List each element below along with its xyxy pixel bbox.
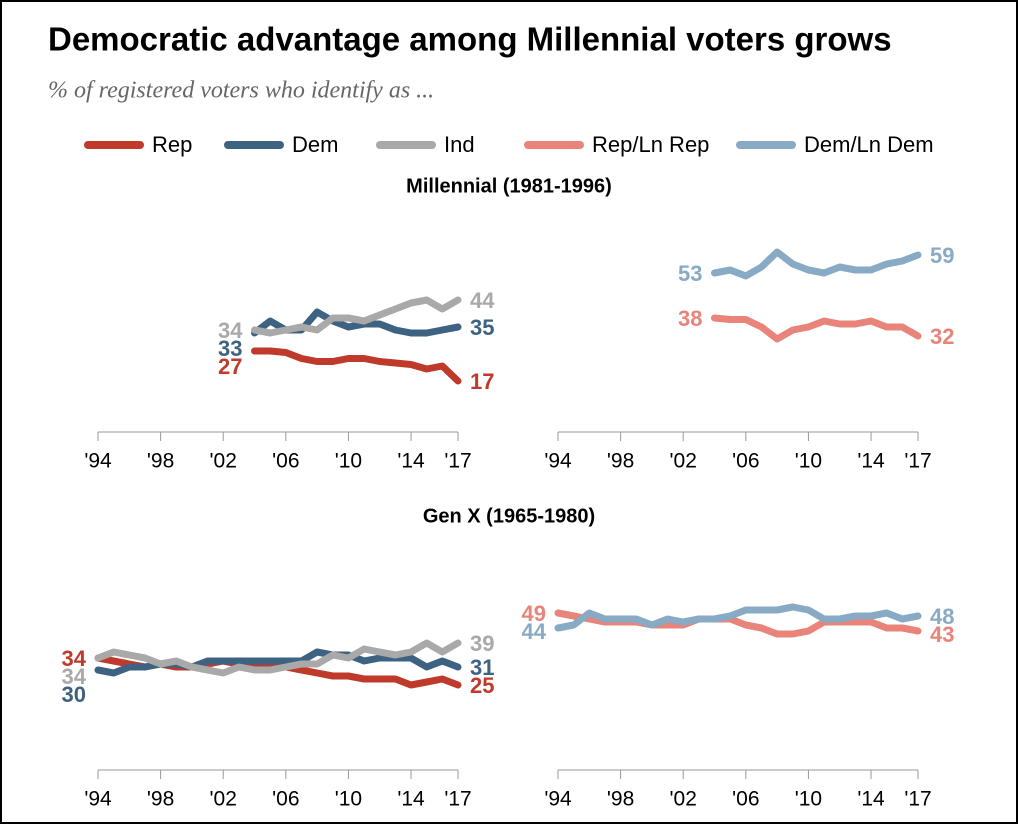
x-tick-label: '94: [84, 450, 112, 473]
chart-subtitle: % of registered voters who identify as .…: [48, 78, 434, 104]
value-label: 49: [522, 601, 546, 626]
series-line: [94, 639, 462, 677]
x-tick-label: '14: [857, 788, 885, 811]
value-label: 27: [218, 354, 242, 379]
legend-label: Ind: [444, 132, 475, 157]
x-tick-label: '02: [670, 450, 697, 473]
value-label: 32: [930, 324, 954, 349]
x-tick-label: '17: [444, 788, 471, 811]
value-label: 38: [678, 306, 702, 331]
x-tick-label: '06: [272, 788, 299, 811]
x-tick-label: '94: [84, 788, 112, 811]
x-tick-label: '06: [272, 450, 299, 473]
x-tick-label: '10: [335, 788, 362, 811]
x-tick-label: '06: [732, 788, 759, 811]
value-label: 59: [930, 243, 954, 268]
x-tick-label: '14: [857, 450, 885, 473]
value-label: 25: [470, 673, 494, 698]
value-label: 44: [470, 288, 495, 313]
series-line: [251, 296, 462, 337]
x-tick-label: '98: [607, 788, 634, 811]
value-label: 39: [470, 631, 494, 656]
x-tick-label: '94: [544, 788, 572, 811]
panel-title: Gen X (1965-1980): [423, 505, 595, 527]
x-tick-label: '17: [904, 450, 931, 473]
x-tick-label: '02: [670, 788, 697, 811]
x-tick-label: '17: [444, 450, 471, 473]
value-label: 34: [218, 318, 243, 343]
x-tick-label: '10: [795, 450, 822, 473]
value-label: 43: [930, 622, 954, 647]
value-label: 35: [470, 315, 494, 340]
series-line: [251, 347, 462, 385]
value-label: 31: [470, 655, 494, 680]
value-label: 44: [522, 619, 547, 644]
x-tick-label: '10: [795, 788, 822, 811]
x-tick-label: '14: [397, 788, 425, 811]
legend-label: Rep: [152, 132, 192, 157]
series-line: [554, 603, 922, 632]
series-line: [711, 314, 922, 343]
chart-title: Democratic advantage among Millennial vo…: [48, 21, 892, 58]
series-line: [711, 248, 922, 280]
value-label: 34: [62, 646, 87, 671]
value-label: 48: [930, 604, 954, 629]
value-label: 34: [62, 664, 87, 689]
legend-label: Dem/Ln Dem: [804, 132, 934, 157]
x-tick-label: '02: [210, 788, 237, 811]
legend-label: Rep/Ln Rep: [592, 132, 709, 157]
x-tick-label: '98: [147, 450, 174, 473]
x-tick-label: '06: [732, 450, 759, 473]
value-label: 33: [218, 336, 242, 361]
value-label: 30: [62, 682, 86, 707]
x-tick-label: '17: [904, 788, 931, 811]
x-tick-label: '94: [544, 450, 572, 473]
x-tick-label: '98: [607, 450, 634, 473]
x-tick-label: '98: [147, 788, 174, 811]
x-tick-label: '02: [210, 450, 237, 473]
panel-title: Millennial (1981-1996): [406, 175, 612, 197]
value-label: 53: [678, 261, 702, 286]
x-tick-label: '10: [335, 450, 362, 473]
x-tick-label: '14: [397, 450, 425, 473]
value-label: 17: [470, 369, 494, 394]
legend-label: Dem: [292, 132, 338, 157]
